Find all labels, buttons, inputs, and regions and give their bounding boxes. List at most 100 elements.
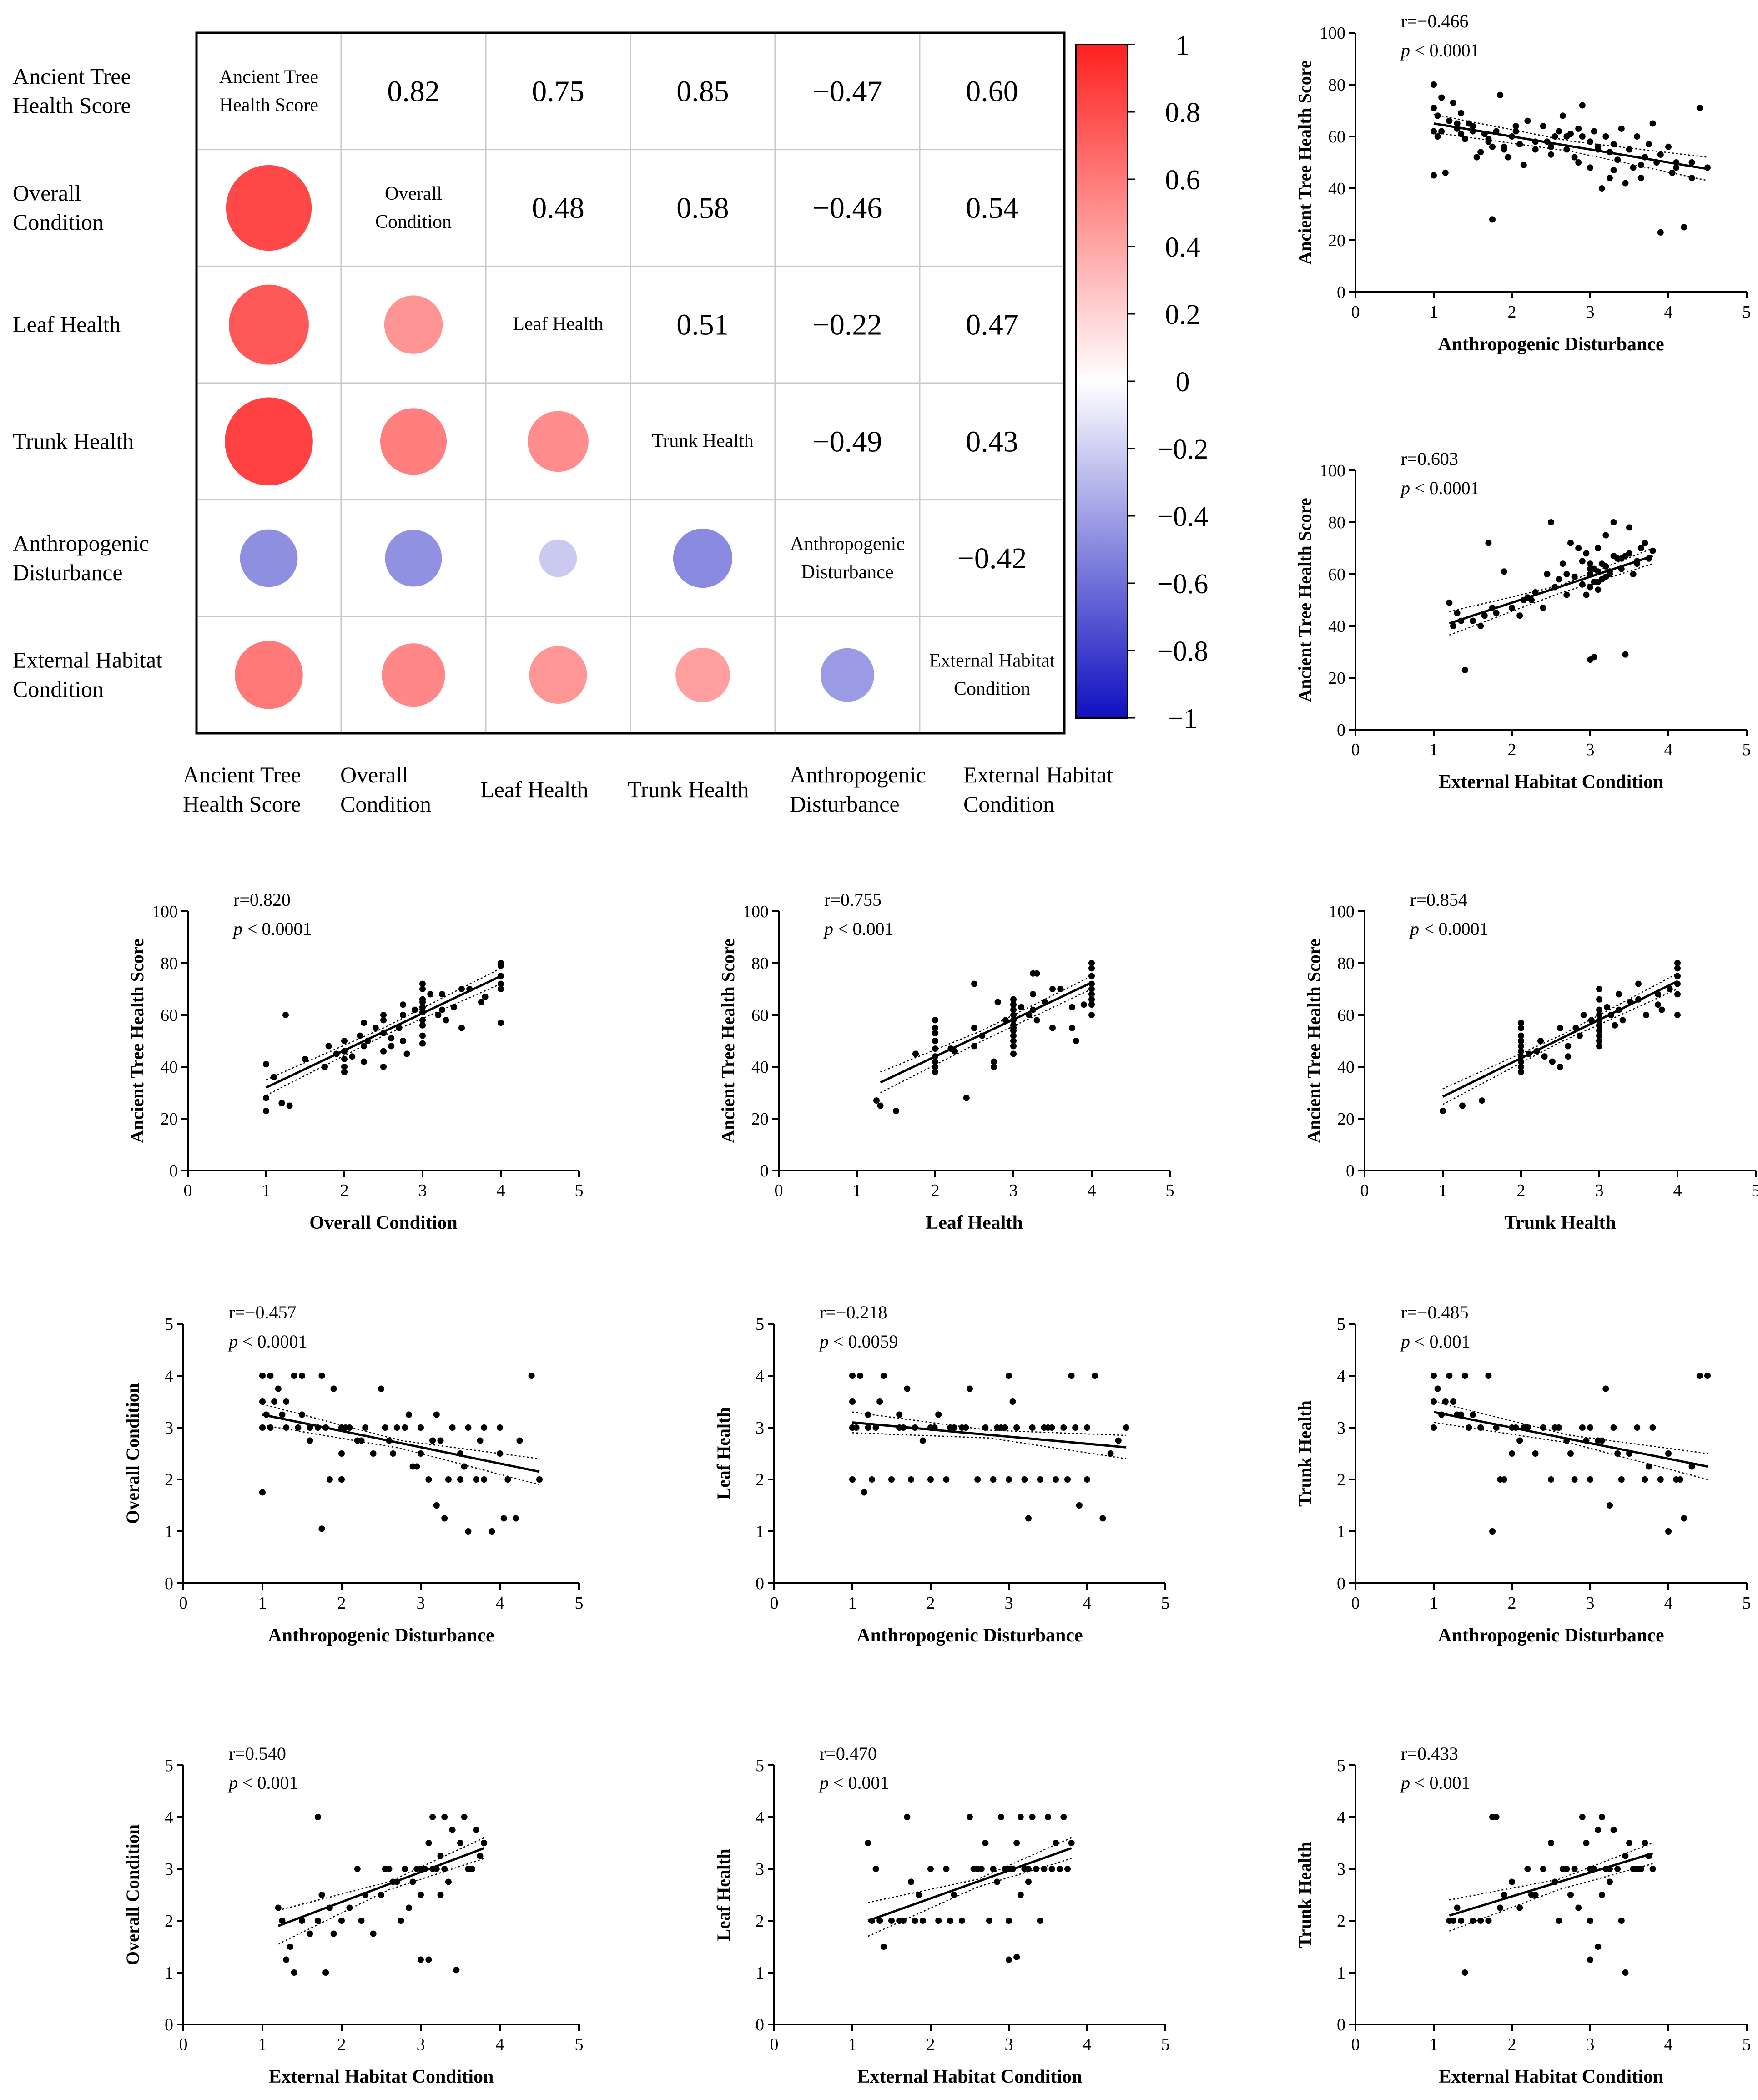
scatter-point bbox=[1596, 1027, 1602, 1034]
scatter-point bbox=[1704, 1373, 1711, 1379]
scatter-point bbox=[450, 1004, 457, 1010]
scatter-point bbox=[1665, 143, 1672, 150]
correlation-r-label: r=0.820 bbox=[233, 889, 291, 910]
regression-line bbox=[880, 981, 1093, 1084]
scatter-point bbox=[1642, 1840, 1648, 1846]
x-tick-label: 2 bbox=[1508, 1594, 1516, 1613]
scatter-point bbox=[1602, 133, 1609, 140]
scatter-point bbox=[370, 1930, 377, 1937]
scatter-point bbox=[1446, 599, 1453, 606]
y-axis-title: Ancient Tree Health Score bbox=[1295, 60, 1315, 264]
scatter-point bbox=[382, 1866, 388, 1872]
scatter-point bbox=[1041, 1424, 1048, 1431]
scatter-point bbox=[1595, 545, 1602, 551]
scatter-point bbox=[1481, 612, 1488, 619]
scatter-point bbox=[346, 1904, 353, 1911]
scatter-point bbox=[1665, 1450, 1672, 1457]
scatter-point bbox=[1565, 1053, 1572, 1060]
matrix-circle bbox=[235, 641, 303, 709]
scatter-point bbox=[1010, 1001, 1017, 1008]
scatter-point bbox=[997, 1814, 1004, 1820]
scatter-point bbox=[888, 1918, 895, 1924]
scatter-point bbox=[342, 1424, 349, 1431]
scatter-point bbox=[473, 1827, 479, 1833]
scatter-panel: 0 1 2 3 4 5 0 20 40 60 80 100 Anthropogenic Disturba… bbox=[1295, 11, 1751, 355]
x-tick-label: 4 bbox=[1088, 1181, 1096, 1200]
scatter-point bbox=[1579, 581, 1586, 588]
scatter-point bbox=[271, 1398, 278, 1405]
scatter-point bbox=[1049, 1025, 1056, 1031]
y-tick-label: 20 bbox=[161, 1110, 178, 1129]
scatter-point bbox=[1630, 164, 1637, 171]
scatter-point bbox=[1634, 1424, 1641, 1431]
scatter-point bbox=[1088, 1012, 1095, 1018]
scatter-point bbox=[362, 1424, 369, 1431]
scatter-point bbox=[318, 1525, 325, 1532]
x-tick-label: 4 bbox=[497, 1181, 505, 1200]
scatter-point bbox=[1030, 991, 1036, 998]
scatter-point bbox=[1088, 986, 1095, 992]
scatter-point bbox=[1454, 610, 1461, 616]
x-tick-label: 4 bbox=[1083, 2035, 1092, 2054]
scatter-point bbox=[1559, 112, 1566, 119]
p-value-label: p < 0.0001 bbox=[1409, 919, 1489, 939]
scatter-point bbox=[481, 1424, 488, 1431]
scatter-point bbox=[1579, 1424, 1586, 1431]
scatter-point bbox=[427, 991, 434, 998]
x-tick-label: 1 bbox=[262, 1181, 271, 1200]
p-value-label: p < 0.0059 bbox=[818, 1331, 898, 1352]
x-tick-label: 3 bbox=[1595, 1181, 1604, 1200]
scatter-point bbox=[1602, 532, 1609, 539]
scatter-point bbox=[259, 1489, 266, 1496]
scatter-point bbox=[1088, 973, 1095, 979]
regression-line bbox=[1433, 122, 1708, 170]
scatter-point bbox=[302, 1055, 308, 1062]
scatter-point bbox=[1025, 1515, 1032, 1522]
scatter-point bbox=[1450, 1918, 1456, 1924]
x-axis-title: Leaf Health bbox=[926, 1212, 1023, 1233]
scatter-point bbox=[876, 1918, 883, 1924]
confidence-band-upper bbox=[278, 1837, 484, 1911]
scatter-point bbox=[1017, 1814, 1024, 1820]
matrix-circle bbox=[226, 165, 312, 251]
scatter-point bbox=[1013, 1840, 1020, 1846]
scatter-point bbox=[893, 1107, 899, 1114]
y-tick-label: 4 bbox=[756, 1367, 764, 1386]
y-tick-label: 4 bbox=[756, 1808, 764, 1827]
scatter-point bbox=[1619, 1017, 1626, 1024]
regression-line bbox=[265, 975, 502, 1089]
scatter-point bbox=[429, 1814, 436, 1820]
scatter-point bbox=[1518, 1048, 1524, 1055]
scatter-point bbox=[512, 1515, 519, 1522]
scatter-point bbox=[1477, 1918, 1484, 1924]
colorbar-tick-label: 0.4 bbox=[1165, 232, 1200, 263]
y-tick-label: 4 bbox=[165, 1367, 173, 1386]
confidence-band-upper bbox=[1449, 547, 1653, 612]
scatter-point bbox=[865, 1424, 871, 1431]
scatter-point bbox=[497, 1424, 503, 1431]
scatter-point bbox=[418, 1450, 424, 1457]
scatter-point bbox=[325, 1043, 332, 1050]
regression-line bbox=[1449, 555, 1653, 625]
scatter-point bbox=[1575, 159, 1582, 166]
scatter-point bbox=[425, 1840, 432, 1846]
scatter-point bbox=[536, 1476, 543, 1483]
scatter-point bbox=[1598, 1814, 1605, 1820]
scatter-point bbox=[419, 996, 426, 1003]
scatter-point bbox=[1479, 1097, 1485, 1104]
scatter-point bbox=[1069, 1025, 1075, 1031]
scatter-point bbox=[1010, 1050, 1017, 1057]
scatter-point bbox=[1520, 162, 1527, 168]
scatter-point bbox=[1029, 1424, 1036, 1431]
x-axis-title: Overall Condition bbox=[309, 1212, 458, 1233]
x-tick-label: 0 bbox=[179, 1594, 188, 1613]
scatter-point bbox=[1649, 1866, 1656, 1872]
scatter-point bbox=[1567, 1892, 1574, 1898]
scatter-point bbox=[437, 1892, 444, 1898]
scatter-point bbox=[1084, 1476, 1090, 1483]
scatter-point bbox=[338, 1450, 345, 1457]
scatter-point bbox=[1489, 1528, 1496, 1535]
scatter-point bbox=[943, 1866, 950, 1872]
scatter-point bbox=[853, 1424, 860, 1431]
correlation-r-label: r=0.470 bbox=[820, 1743, 877, 1764]
